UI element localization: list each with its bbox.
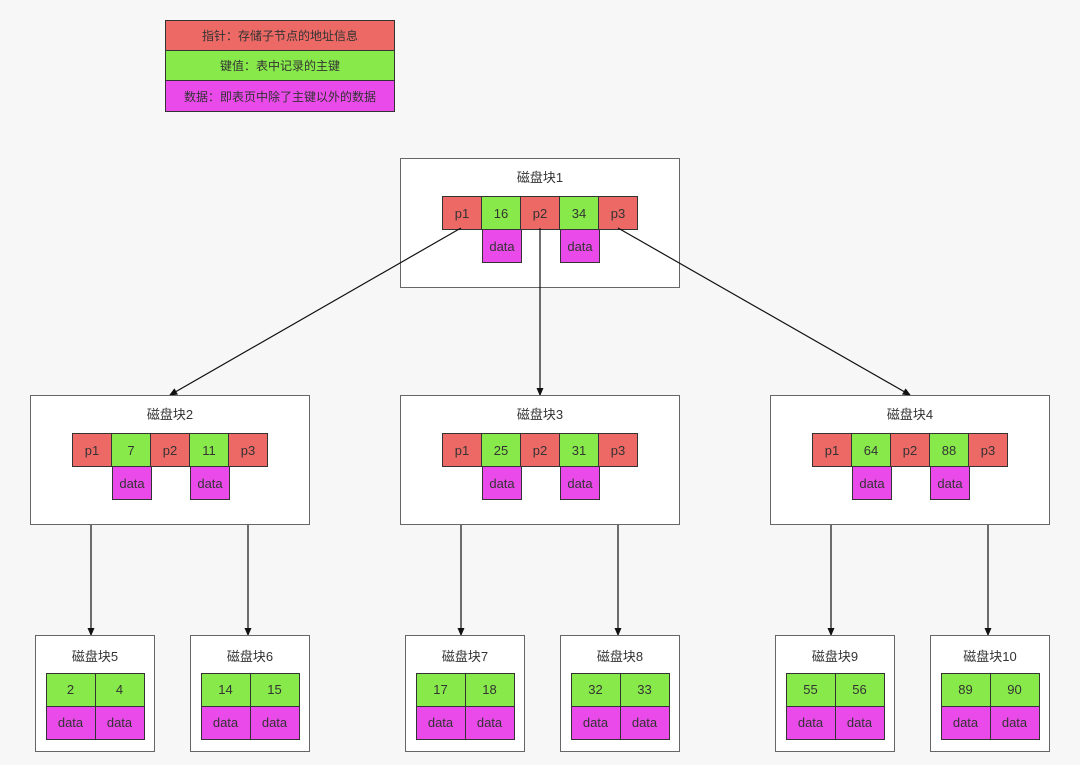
data-cell: data [465,706,515,740]
pointer-cell: p1 [812,433,852,467]
disk-block-3: 磁盘块3p125p231p3datadata [400,395,680,525]
pointer-cell: p2 [150,433,190,467]
data-row: data data [771,467,1049,501]
disk-block-2: 磁盘块2p17p211p3datadata [30,395,310,525]
legend-row: 数据：即表页中除了主键以外的数据 [166,81,394,111]
block-title: 磁盘块7 [406,636,524,673]
block-title: 磁盘块6 [191,636,309,673]
pointer-cell: p2 [520,433,560,467]
block-title: 磁盘块3 [401,396,679,433]
leaf-block: 磁盘块108990datadata [930,635,1050,752]
pointer-cell: p1 [442,196,482,230]
pointer-cell: p3 [598,196,638,230]
cells-row: p164p288p3 [771,433,1049,467]
leaf-grid: 5556datadata [786,673,884,739]
data-row: data data [401,230,679,264]
key-cell: 31 [559,433,599,467]
key-cell: 32 [571,673,621,707]
data-row: data data [31,467,309,501]
leaf-block: 磁盘块95556datadata [775,635,895,752]
leaf-grid: 3233datadata [571,673,669,739]
key-cell: 25 [481,433,521,467]
leaf-block: 磁盘块61415datadata [190,635,310,752]
key-cell: 55 [786,673,836,707]
key-cell: 64 [851,433,891,467]
key-cell: 2 [46,673,96,707]
data-cell: data [941,706,991,740]
data-cell: data [560,466,600,500]
data-cell: data [930,466,970,500]
cells-row: p17p211p3 [31,433,309,467]
data-cell: data [416,706,466,740]
block-title: 磁盘块8 [561,636,679,673]
block-title: 磁盘块1 [401,159,679,196]
block-title: 磁盘块9 [776,636,894,673]
disk-block-4: 磁盘块4p164p288p3datadata [770,395,1050,525]
key-cell: 4 [95,673,145,707]
cells-row: p116p234p3 [401,196,679,230]
pointer-cell: p2 [890,433,930,467]
data-cell: data [482,229,522,263]
leaf-grid: 8990datadata [941,673,1039,739]
key-cell: 7 [111,433,151,467]
data-cell: data [835,706,885,740]
key-cell: 88 [929,433,969,467]
leaf-block: 磁盘块83233datadata [560,635,680,752]
key-cell: 90 [990,673,1040,707]
data-row: data data [401,467,679,501]
leaf-grid: 1718datadata [416,673,514,739]
key-cell: 18 [465,673,515,707]
data-cell: data [95,706,145,740]
leaf-grid: 24datadata [46,673,144,739]
legend: 指针：存储子节点的地址信息键值：表中记录的主键数据：即表页中除了主键以外的数据 [165,20,395,112]
data-cell: data [482,466,522,500]
pointer-cell: p3 [228,433,268,467]
block-title: 磁盘块4 [771,396,1049,433]
leaf-grid: 1415datadata [201,673,299,739]
block-title: 磁盘块2 [31,396,309,433]
data-cell: data [852,466,892,500]
data-cell: data [571,706,621,740]
legend-row: 指针：存储子节点的地址信息 [166,21,394,51]
legend-row: 键值：表中记录的主键 [166,51,394,81]
pointer-cell: p3 [598,433,638,467]
pointer-cell: p2 [520,196,560,230]
data-cell: data [190,466,230,500]
block-title: 磁盘块10 [931,636,1049,673]
disk-block-1: 磁盘块1p116p234p3datadata [400,158,680,288]
data-cell: data [620,706,670,740]
data-cell: data [560,229,600,263]
data-cell: data [786,706,836,740]
key-cell: 34 [559,196,599,230]
pointer-cell: p1 [72,433,112,467]
tree-arrows [0,0,1080,765]
key-cell: 89 [941,673,991,707]
data-cell: data [46,706,96,740]
key-cell: 11 [189,433,229,467]
leaf-block: 磁盘块524datadata [35,635,155,752]
data-cell: data [990,706,1040,740]
key-cell: 15 [250,673,300,707]
key-cell: 33 [620,673,670,707]
key-cell: 56 [835,673,885,707]
cells-row: p125p231p3 [401,433,679,467]
key-cell: 16 [481,196,521,230]
data-cell: data [250,706,300,740]
data-cell: data [112,466,152,500]
key-cell: 17 [416,673,466,707]
key-cell: 14 [201,673,251,707]
block-title: 磁盘块5 [36,636,154,673]
leaf-block: 磁盘块71718datadata [405,635,525,752]
pointer-cell: p1 [442,433,482,467]
data-cell: data [201,706,251,740]
pointer-cell: p3 [968,433,1008,467]
